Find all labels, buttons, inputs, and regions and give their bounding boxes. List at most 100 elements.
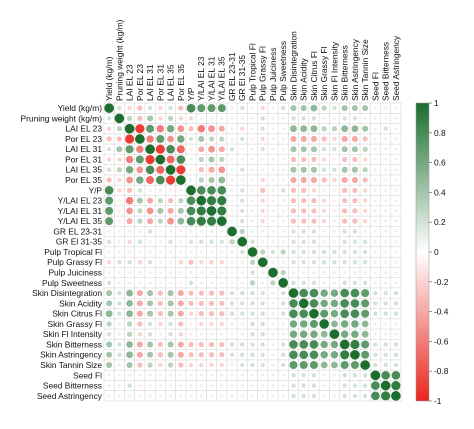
correlation-circle xyxy=(167,115,174,122)
correlation-circle xyxy=(260,147,265,152)
correlation-circle xyxy=(106,136,112,142)
correlation-circle xyxy=(352,218,358,224)
correlation-circle xyxy=(227,226,237,237)
correlation-circle xyxy=(373,362,378,368)
correlation-circle xyxy=(309,350,319,360)
correlation-circle xyxy=(288,288,299,298)
correlation-circle xyxy=(148,188,152,192)
correlation-circle xyxy=(219,300,225,307)
correlation-circle xyxy=(393,352,399,357)
correlation-circle xyxy=(179,271,183,275)
correlation-circle xyxy=(332,219,336,223)
column-label: Pulp Grassy Fl xyxy=(258,46,268,101)
correlation-circle xyxy=(343,271,347,275)
correlation-circle xyxy=(350,349,360,360)
correlation-circle xyxy=(271,312,275,316)
correlation-circle xyxy=(384,168,388,172)
correlation-circle xyxy=(156,124,165,133)
correlation-circle xyxy=(350,339,360,350)
column-label: Yield (kg/m) xyxy=(104,56,114,101)
correlation-circle xyxy=(168,239,173,244)
correlation-circle xyxy=(137,208,143,214)
correlation-circle xyxy=(394,178,398,182)
column-label: Y/LAI EL 31 xyxy=(206,56,216,101)
correlation-circle xyxy=(106,126,112,131)
correlation-circle xyxy=(126,351,133,359)
correlation-circle xyxy=(218,146,225,153)
correlation-circle xyxy=(146,176,155,185)
correlation-circle xyxy=(219,311,225,317)
correlation-circle xyxy=(320,351,328,359)
correlation-circle xyxy=(340,309,349,318)
correlation-circle xyxy=(208,136,215,142)
correlation-circle xyxy=(189,250,193,254)
colorbar-tick-label: 0.8 xyxy=(434,128,446,138)
correlation-circle xyxy=(128,281,132,285)
correlation-circle xyxy=(208,300,215,307)
correlation-circle xyxy=(209,321,214,327)
correlation-circle xyxy=(250,311,255,316)
correlation-circle xyxy=(240,219,245,224)
correlation-circle xyxy=(106,260,112,265)
correlation-circle xyxy=(322,271,326,275)
correlation-circle xyxy=(342,208,348,214)
correlation-circle xyxy=(271,373,275,377)
correlation-circle xyxy=(217,104,226,113)
correlation-circle xyxy=(157,300,163,307)
correlation-circle xyxy=(240,281,244,285)
correlation-circle xyxy=(281,384,285,388)
correlation-circle xyxy=(138,250,142,254)
correlation-circle xyxy=(158,260,162,264)
correlation-circle xyxy=(289,309,298,318)
correlation-circle xyxy=(311,239,317,244)
column-label: GR EL 23-31 xyxy=(227,52,237,101)
correlation-circle xyxy=(250,332,255,337)
correlation-circle xyxy=(289,340,298,349)
correlation-circle xyxy=(300,166,307,173)
correlation-circle xyxy=(260,177,265,183)
correlation-circle xyxy=(271,116,275,120)
correlation-circle xyxy=(393,301,399,306)
correlation-circle xyxy=(137,105,143,111)
correlation-circle xyxy=(383,301,388,306)
correlation-circle xyxy=(107,373,111,377)
correlation-circle xyxy=(179,394,183,398)
correlation-circle xyxy=(289,350,298,360)
correlation-circle xyxy=(208,352,215,358)
correlation-circle xyxy=(188,259,194,265)
row-label: Pruning weight (kg/m) xyxy=(21,113,103,123)
correlation-circle xyxy=(394,106,398,110)
correlation-circle xyxy=(177,341,184,348)
colorbar-tick-label: 0.2 xyxy=(434,217,446,227)
correlation-circle xyxy=(240,362,245,368)
correlation-circle xyxy=(250,116,255,120)
correlation-circle xyxy=(299,309,309,318)
row-label: Skin Astringency xyxy=(40,350,103,360)
correlation-circle xyxy=(332,136,337,142)
correlation-circle xyxy=(384,199,388,203)
correlation-circle xyxy=(322,198,327,203)
correlation-circle xyxy=(373,127,377,131)
correlation-circle xyxy=(147,218,154,225)
correlation-circle xyxy=(250,188,255,192)
correlation-circle xyxy=(350,288,360,298)
correlation-circle xyxy=(165,164,176,175)
correlation-circle xyxy=(126,321,133,327)
correlation-circle xyxy=(126,331,133,337)
correlation-circle xyxy=(352,260,358,265)
correlation-circle xyxy=(116,167,122,173)
correlation-circle xyxy=(352,229,358,234)
correlation-circle xyxy=(219,352,225,358)
correlation-circle xyxy=(394,116,398,120)
correlation-circle xyxy=(230,116,234,120)
correlation-circle xyxy=(309,361,318,370)
column-label: Por EL 35 xyxy=(176,64,186,101)
correlation-circle xyxy=(373,219,377,223)
correlation-circle xyxy=(126,207,133,215)
correlation-circle xyxy=(291,393,296,399)
correlation-circle xyxy=(125,145,134,154)
correlation-circle xyxy=(157,290,163,296)
correlation-circle xyxy=(394,250,398,254)
correlation-circle xyxy=(230,332,234,336)
correlation-circle xyxy=(250,209,255,213)
